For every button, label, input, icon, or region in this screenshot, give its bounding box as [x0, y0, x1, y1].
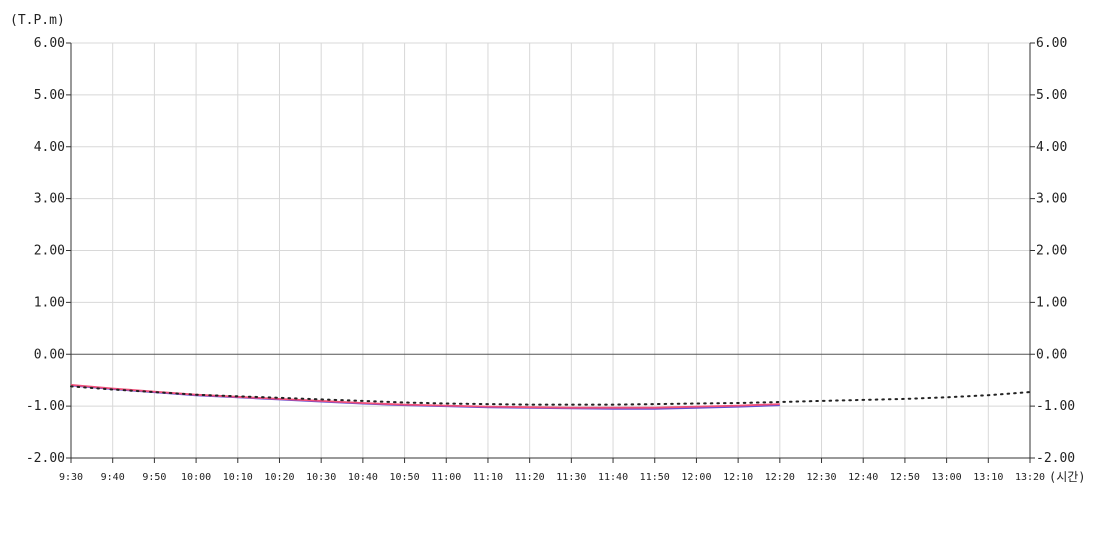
x-tick-label: 12:40	[848, 472, 878, 483]
x-tick-label: 13:10	[973, 472, 1003, 483]
x-tick-label: 11:10	[473, 472, 503, 483]
x-tick-label: 11:20	[515, 472, 545, 483]
y-tick-label: 4.00	[34, 140, 65, 155]
x-tick-label: 12:50	[890, 472, 920, 483]
x-axis-label: (시간)	[1049, 470, 1086, 484]
y-tick-label: 3.00	[1036, 192, 1067, 207]
x-tick-label: 9:30	[59, 472, 83, 483]
y-tick-label: 5.00	[34, 88, 65, 103]
x-tick-label: 13:00	[932, 472, 962, 483]
x-tick-label: 9:40	[101, 472, 125, 483]
x-tick-label: 12:10	[723, 472, 753, 483]
y-tick-labels-right: 6.00 5.00 4.00 3.00 2.00 1.00 0.00 -1.00 -2.00	[1036, 36, 1075, 466]
x-tick-label: 10:40	[348, 472, 378, 483]
grid-lines	[70, 42, 1031, 459]
y-tick-label: -2.00	[26, 451, 65, 466]
x-tick-label: 10:20	[264, 472, 294, 483]
x-tick-label: 10:10	[223, 472, 253, 483]
y-tick-label: 2.00	[1036, 244, 1067, 259]
y-tick-label: -2.00	[1036, 451, 1075, 466]
y-tick-label: 5.00	[1036, 88, 1067, 103]
y-tick-label: 6.00	[1036, 36, 1067, 51]
x-tick-label: 10:50	[390, 472, 420, 483]
x-tick-label: 11:30	[556, 472, 586, 483]
y-tick-label: 1.00	[1036, 295, 1067, 310]
y-tick-label: 2.00	[34, 244, 65, 259]
x-tick-label: 13:20	[1015, 472, 1045, 483]
x-tick-label: 12:00	[681, 472, 711, 483]
series-line-dotted-black	[70, 385, 1031, 406]
y-tick-label: -1.00	[26, 399, 65, 414]
x-tick-label: 10:30	[306, 472, 336, 483]
x-tick-label: 11:50	[640, 472, 670, 483]
y-axis-label: (T.P.m)	[10, 13, 65, 28]
x-tick-label: 11:40	[598, 472, 628, 483]
y-tick-label: 1.00	[34, 295, 65, 310]
y-tick-label: 4.00	[1036, 140, 1067, 155]
axes	[66, 42, 1035, 463]
x-tick-label: 12:20	[765, 472, 795, 483]
y-tick-label: 0.00	[34, 347, 65, 362]
x-tick-label: 12:30	[806, 472, 836, 483]
y-tick-labels-left: 6.00 5.00 4.00 3.00 2.00 1.00 0.00 -1.00 -2.00	[26, 36, 65, 466]
x-tick-label: 9:50	[142, 472, 166, 483]
y-tick-label: -1.00	[1036, 399, 1075, 414]
y-tick-label: 6.00	[34, 36, 65, 51]
x-tick-label: 11:00	[431, 472, 461, 483]
y-tick-label: 0.00	[1036, 347, 1067, 362]
series-lines	[70, 384, 1031, 410]
y-tick-label: 3.00	[34, 192, 65, 207]
x-tick-labels: 9:30 9:40 9:50 10:00 10:10 10:20 10:30 10:40 10:…	[59, 472, 1045, 483]
x-tick-label: 10:00	[181, 472, 211, 483]
